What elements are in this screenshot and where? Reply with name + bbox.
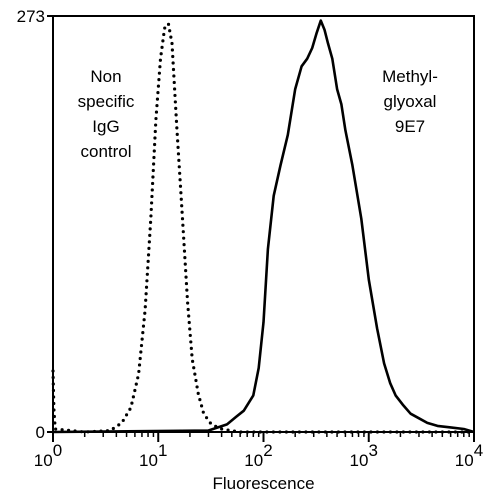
- x-tick-label: 103: [350, 441, 378, 470]
- x-tick-label: 102: [244, 441, 272, 470]
- series-labels: Non specific IgG control Methyl-glyoxal 9E7: [78, 67, 438, 161]
- y-tick-label: 273: [17, 7, 45, 26]
- y-tick-label: 0: [36, 423, 45, 442]
- x-axis-label: Fluorescence: [212, 474, 314, 493]
- x-tick-label: 100: [34, 441, 62, 470]
- series-label-2: Methyl-glyoxal 9E7: [382, 67, 438, 136]
- x-tick-label: 101: [139, 441, 167, 470]
- x-axis-ticks: 100 101 102 103 104: [34, 432, 483, 470]
- y-axis-ticks: 0 273: [17, 7, 53, 442]
- plot-curves: [51, 19, 476, 434]
- series-label-1: Non specific IgG control: [78, 67, 135, 161]
- x-tick-label: 104: [455, 441, 483, 470]
- series-line-2: [52, 19, 475, 434]
- series-line-1: [51, 19, 476, 434]
